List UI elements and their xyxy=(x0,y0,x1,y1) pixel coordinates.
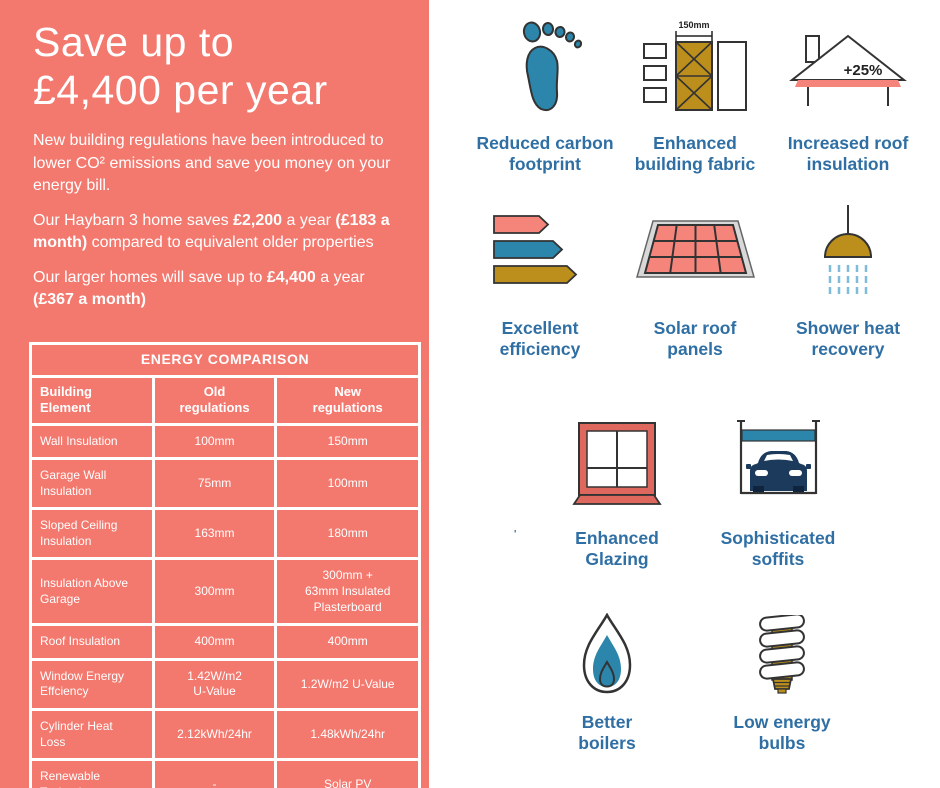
icon-box xyxy=(688,418,868,506)
table-title: ENERGY COMPARISON xyxy=(32,345,418,375)
icon-box xyxy=(692,610,872,696)
icon-box xyxy=(517,610,697,696)
feature-label: Better boilers xyxy=(578,712,636,753)
feature-label: Reduced carbon footprint xyxy=(476,133,614,174)
feature-excellent-efficiency: Excellent efficiency xyxy=(450,208,630,359)
icon-box xyxy=(758,205,938,304)
intro-paragraph: Our larger homes will save up to £4,400 … xyxy=(33,268,365,309)
icon-box xyxy=(605,208,785,304)
column-header-new-regulations: New regulations xyxy=(277,378,418,423)
cell-old-regulation: 100mm xyxy=(154,425,275,458)
cell-building-element: Cylinder Heat Loss xyxy=(32,711,152,759)
column-header-building-element: Building Element xyxy=(32,378,152,423)
cell-old-regulation: 2.12kWh/24hr xyxy=(154,711,275,759)
cell-building-element: Wall Insulation xyxy=(32,425,152,458)
cell-building-element: Window Energy Effciency xyxy=(32,660,152,709)
feature-shower-heat-recovery: Shower heat recovery xyxy=(758,205,938,359)
table-row: Wall Insulation 100mm 150mm xyxy=(32,425,418,458)
icon-box xyxy=(450,208,630,304)
column-header-old-regulations: Old regulations xyxy=(154,378,275,423)
cell-new-regulation: 1.48kWh/24hr xyxy=(277,711,418,759)
cell-old-regulation: 163mm xyxy=(154,510,275,558)
icon-box xyxy=(527,418,707,506)
cell-old-regulation: 75mm xyxy=(154,460,275,508)
cell-old-regulation: 1.42W/m2 U-Value xyxy=(154,660,275,709)
feature-label: Increased roof insulation xyxy=(787,133,909,174)
icon-box: +25% xyxy=(758,20,938,126)
feature-enhanced-building-fabric: 150mm Enhanced building fabric xyxy=(605,20,785,174)
cell-old-regulation: 400mm xyxy=(154,626,275,658)
feature-label: Enhanced Glazing xyxy=(575,528,659,569)
cell-new-regulation: 1.2W/m2 U-Value xyxy=(277,660,418,709)
table-header-row: Building Element Old regulations New reg… xyxy=(32,378,418,423)
table-row: Roof Insulation 400mm 400mm xyxy=(32,626,418,658)
cfl-bulb-icon xyxy=(759,615,805,694)
table-title-row: ENERGY COMPARISON xyxy=(32,345,418,375)
efficiency-arrows-icon xyxy=(492,215,577,284)
cell-building-element: Sloped Ceiling Insulation xyxy=(32,510,152,558)
table-row: Insulation Above Garage 300mm 300mm + 63… xyxy=(32,560,418,624)
feature-reduced-carbon-footprint: Reduced carbon footprint xyxy=(455,20,635,174)
intro-paragraph: Our Haybarn 3 home saves £2,200 a year (… xyxy=(33,211,390,252)
stray-mark: ' xyxy=(514,529,517,540)
cell-building-element: Renewable Technology xyxy=(32,761,152,788)
footprint-icon xyxy=(522,21,583,111)
feature-low-energy-bulbs: Low energy bulbs xyxy=(692,610,872,753)
cell-old-regulation: - xyxy=(154,761,275,788)
cell-new-regulation: 150mm xyxy=(277,425,418,458)
table-row: Sloped Ceiling Insulation 163mm 180mm xyxy=(32,510,418,558)
table-row: Renewable Technology - Solar PV xyxy=(32,761,418,788)
intro-text: New building regulations have been intro… xyxy=(33,130,409,324)
savings-panel: Save up to £4,400 per year New building … xyxy=(0,0,429,788)
garage-car-icon xyxy=(736,420,820,495)
cell-new-regulation: 180mm xyxy=(277,510,418,558)
feature-label: Shower heat recovery xyxy=(795,318,901,359)
table-row: Cylinder Heat Loss 2.12kWh/24hr 1.48kWh/… xyxy=(32,711,418,759)
intro-paragraph: New building regulations have been intro… xyxy=(33,132,391,194)
table-row: Garage Wall Insulation 75mm 100mm xyxy=(32,460,418,508)
feature-label: Excellent efficiency xyxy=(499,318,581,359)
page-title: Save up to £4,400 per year xyxy=(33,19,328,113)
feature-label: Low energy bulbs xyxy=(733,712,831,753)
feature-label: Sophisticated soffits xyxy=(720,528,836,569)
window-icon xyxy=(572,422,662,505)
cell-building-element: Garage Wall Insulation xyxy=(32,460,152,508)
feature-sophisticated-soffits: Sophisticated soffits xyxy=(688,418,868,569)
feature-label: Enhanced building fabric xyxy=(634,133,756,174)
roof-percentage-label: +25% xyxy=(843,62,882,79)
icon-box: 150mm xyxy=(605,20,785,126)
roof-insulation-icon: +25% xyxy=(788,34,907,106)
feature-better-boilers: Better boilers xyxy=(517,610,697,753)
shower-icon xyxy=(823,205,873,297)
cell-new-regulation: 300mm + 63mm Insulated Plasterboard xyxy=(277,560,418,624)
flame-icon xyxy=(582,613,632,694)
building-fabric-icon: 150mm xyxy=(643,20,747,111)
cell-old-regulation: 300mm xyxy=(154,560,275,624)
solar-panel-icon xyxy=(635,220,755,278)
energy-comparison-table: ENERGY COMPARISON Building Element Old r… xyxy=(29,342,421,788)
fabric-dimension-label: 150mm xyxy=(678,20,709,30)
feature-enhanced-glazing: Enhanced Glazing xyxy=(527,418,707,569)
feature-solar-roof-panels: Solar roof panels xyxy=(605,208,785,359)
cell-new-regulation: 400mm xyxy=(277,626,418,658)
cell-new-regulation: Solar PV xyxy=(277,761,418,788)
table-row: Window Energy Effciency 1.42W/m2 U-Value… xyxy=(32,660,418,709)
feature-label: Solar roof panels xyxy=(653,318,737,359)
icon-box xyxy=(455,20,635,126)
cell-new-regulation: 100mm xyxy=(277,460,418,508)
cell-building-element: Roof Insulation xyxy=(32,626,152,658)
cell-building-element: Insulation Above Garage xyxy=(32,560,152,624)
feature-increased-roof-insulation: +25% Increased roof insulation xyxy=(758,20,938,174)
